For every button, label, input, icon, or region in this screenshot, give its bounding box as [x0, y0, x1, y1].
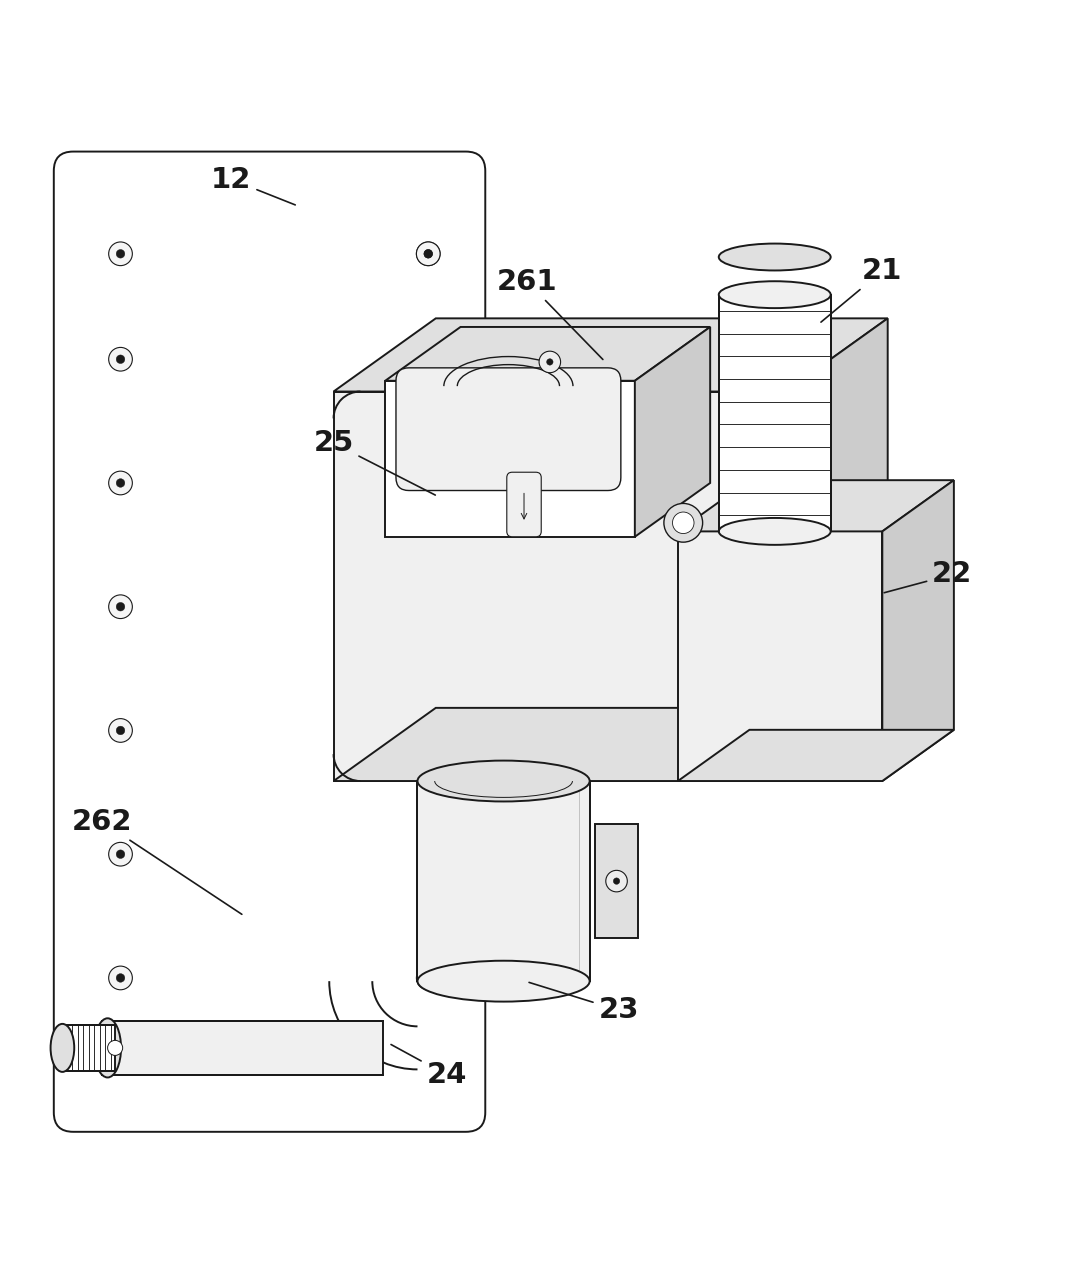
Text: 23: 23: [529, 983, 639, 1024]
Circle shape: [547, 359, 553, 366]
Circle shape: [109, 966, 132, 989]
Polygon shape: [785, 318, 888, 781]
Circle shape: [116, 726, 125, 735]
Ellipse shape: [719, 518, 831, 544]
Polygon shape: [719, 295, 831, 532]
Circle shape: [606, 870, 627, 892]
Circle shape: [109, 718, 132, 743]
Ellipse shape: [417, 760, 590, 801]
Text: 21: 21: [821, 257, 903, 322]
Circle shape: [108, 1040, 123, 1056]
Circle shape: [613, 878, 620, 884]
Text: 24: 24: [391, 1044, 467, 1089]
Text: 262: 262: [72, 808, 242, 914]
Polygon shape: [334, 318, 888, 391]
Circle shape: [664, 504, 703, 542]
Circle shape: [116, 602, 125, 611]
Circle shape: [109, 594, 132, 619]
FancyBboxPatch shape: [396, 368, 621, 491]
Circle shape: [424, 249, 433, 258]
Polygon shape: [62, 1025, 115, 1071]
Polygon shape: [595, 824, 638, 938]
Circle shape: [116, 355, 125, 363]
Ellipse shape: [95, 1019, 121, 1077]
Text: 25: 25: [313, 429, 436, 495]
Circle shape: [109, 242, 132, 266]
Ellipse shape: [51, 1024, 74, 1072]
Text: 12: 12: [211, 166, 295, 204]
Ellipse shape: [719, 281, 831, 308]
Polygon shape: [417, 781, 590, 982]
Ellipse shape: [417, 961, 590, 1002]
Circle shape: [109, 842, 132, 866]
Text: 261: 261: [497, 268, 603, 359]
Polygon shape: [102, 1021, 383, 1075]
Circle shape: [416, 242, 440, 266]
Circle shape: [109, 472, 132, 495]
Circle shape: [116, 850, 125, 859]
Circle shape: [539, 351, 561, 373]
Text: 22: 22: [884, 561, 973, 593]
Polygon shape: [678, 532, 882, 781]
Circle shape: [672, 512, 694, 533]
Polygon shape: [678, 730, 953, 781]
Polygon shape: [334, 391, 785, 781]
Polygon shape: [635, 327, 710, 537]
Circle shape: [116, 479, 125, 487]
Circle shape: [424, 974, 433, 983]
Polygon shape: [334, 708, 888, 781]
FancyBboxPatch shape: [54, 152, 485, 1132]
Circle shape: [116, 249, 125, 258]
Circle shape: [109, 348, 132, 371]
Ellipse shape: [719, 244, 831, 271]
FancyBboxPatch shape: [507, 472, 541, 537]
Polygon shape: [385, 327, 710, 381]
Circle shape: [116, 974, 125, 983]
Polygon shape: [678, 481, 953, 532]
Circle shape: [416, 242, 440, 266]
Polygon shape: [385, 381, 635, 537]
Polygon shape: [882, 481, 953, 781]
Circle shape: [424, 249, 433, 258]
Circle shape: [416, 966, 440, 989]
